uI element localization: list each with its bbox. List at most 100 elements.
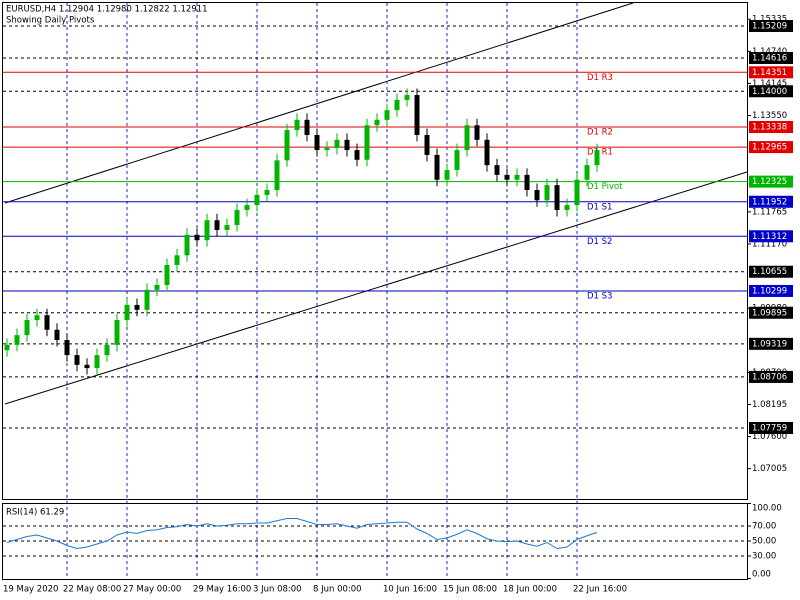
y-tick-label: 1.14145 — [752, 79, 787, 89]
candle-body — [594, 150, 600, 166]
x-tick-label: 8 Jun 00:00 — [313, 585, 362, 595]
y-tick-label: 1.11170 — [752, 239, 787, 249]
candle-body — [44, 315, 50, 330]
pivot-name: D1 R3 — [587, 73, 613, 83]
rsi-title: RSI(14) 61.29 — [6, 508, 64, 518]
candle-body — [94, 355, 100, 369]
candle-body — [54, 329, 60, 341]
candle-body — [264, 189, 270, 195]
candle-body — [214, 220, 220, 230]
candle-body — [194, 234, 200, 241]
pivot-value: 1.14351 — [752, 68, 787, 78]
candle-body — [394, 99, 400, 111]
price-box-label: 1.15209 — [752, 22, 787, 32]
candle-body — [374, 119, 380, 126]
candle-body — [254, 194, 260, 206]
y-tick-label: 1.14740 — [752, 47, 787, 57]
pivot-value: 1.12965 — [752, 143, 787, 153]
candle-body — [184, 234, 190, 256]
candle-body — [354, 150, 360, 160]
price-box — [749, 337, 793, 350]
x-tick-label: 22 Jun 16:00 — [573, 585, 627, 595]
candle-body — [554, 185, 560, 210]
channel-upper — [4, 2, 634, 204]
price-box — [749, 52, 793, 65]
price-box — [749, 85, 793, 98]
subtitle: Showing Daily Pivots — [6, 16, 95, 26]
pivot-box — [749, 120, 793, 133]
candle-body — [174, 255, 180, 266]
x-tick-label: 29 May 16:00 — [193, 585, 251, 595]
candle-body — [164, 265, 170, 285]
rsi-line — [6, 518, 598, 550]
candle-body — [224, 225, 230, 230]
candle-body — [364, 125, 370, 160]
x-tick-label: 18 Jun 00:00 — [503, 585, 557, 595]
candle-body — [134, 304, 140, 310]
price-box-label: 1.14616 — [752, 54, 787, 64]
channel-lower — [4, 171, 748, 405]
candle-body — [464, 125, 470, 151]
candle-body — [4, 344, 10, 351]
candle-body — [14, 335, 20, 345]
price-box-label: 1.10655 — [752, 267, 787, 277]
y-tick-label: 0.00 — [752, 570, 771, 580]
candle-body — [414, 95, 420, 135]
pivot-name: D1 S3 — [587, 291, 612, 301]
candle-body — [284, 130, 290, 161]
price-box — [749, 422, 793, 435]
candle-body — [424, 134, 430, 155]
pivot-box — [749, 175, 793, 188]
pivot-box — [749, 66, 793, 79]
pivot-value: 1.11952 — [752, 197, 787, 207]
pivot-name: D1 S1 — [587, 202, 612, 212]
price-box-label: 1.09895 — [752, 308, 787, 318]
candle-body — [294, 119, 300, 131]
candle-body — [574, 179, 580, 206]
x-tick-label: 15 Jun 08:00 — [443, 585, 497, 595]
candle-body — [564, 205, 570, 210]
candle-body — [124, 304, 130, 321]
x-tick-label: 27 May 00:00 — [123, 585, 181, 595]
candle-body — [444, 170, 450, 180]
candle-body — [114, 320, 120, 345]
y-tick-label: 1.11765 — [752, 207, 787, 217]
candle-body — [104, 344, 110, 356]
price-box — [749, 20, 793, 33]
price-pane — [2, 2, 748, 500]
candle-body — [234, 209, 240, 226]
price-box-label: 1.07759 — [752, 424, 787, 434]
pivot-box — [749, 195, 793, 208]
candle-body — [384, 110, 390, 120]
y-tick-label: 30.00 — [752, 552, 776, 562]
y-tick-label: 1.07005 — [752, 464, 787, 474]
candle-body — [304, 119, 310, 135]
candle-body — [324, 147, 330, 151]
y-tick-label: 100.00 — [752, 504, 782, 514]
pivot-name: D1 R1 — [587, 148, 613, 158]
candle-body — [334, 139, 340, 148]
candle-body — [204, 220, 210, 241]
candle-body — [474, 125, 480, 140]
pivot-box — [749, 230, 793, 243]
x-tick-label: 22 May 08:00 — [63, 585, 121, 595]
pivot-value: 1.11312 — [752, 232, 787, 242]
candle-body — [344, 139, 350, 151]
candle-body — [584, 165, 590, 180]
y-tick-label: 50.00 — [752, 537, 776, 547]
pivot-name: D1 R2 — [587, 127, 613, 137]
candle-body — [24, 320, 30, 336]
y-tick-label: 70.00 — [752, 522, 776, 532]
candle-body — [154, 284, 160, 290]
pivot-value: 1.13338 — [752, 122, 787, 132]
candle-body — [274, 160, 280, 190]
pivot-name: D1 S2 — [587, 237, 612, 247]
x-tick-label: 3 Jun 08:00 — [253, 585, 302, 595]
candle-body — [454, 150, 460, 171]
candle-body — [314, 134, 320, 151]
candle-body — [504, 174, 510, 180]
candle-body — [514, 174, 520, 180]
price-box-label: 1.14000 — [752, 87, 787, 97]
pivot-value: 1.12325 — [752, 177, 787, 187]
candle-body — [484, 139, 490, 166]
